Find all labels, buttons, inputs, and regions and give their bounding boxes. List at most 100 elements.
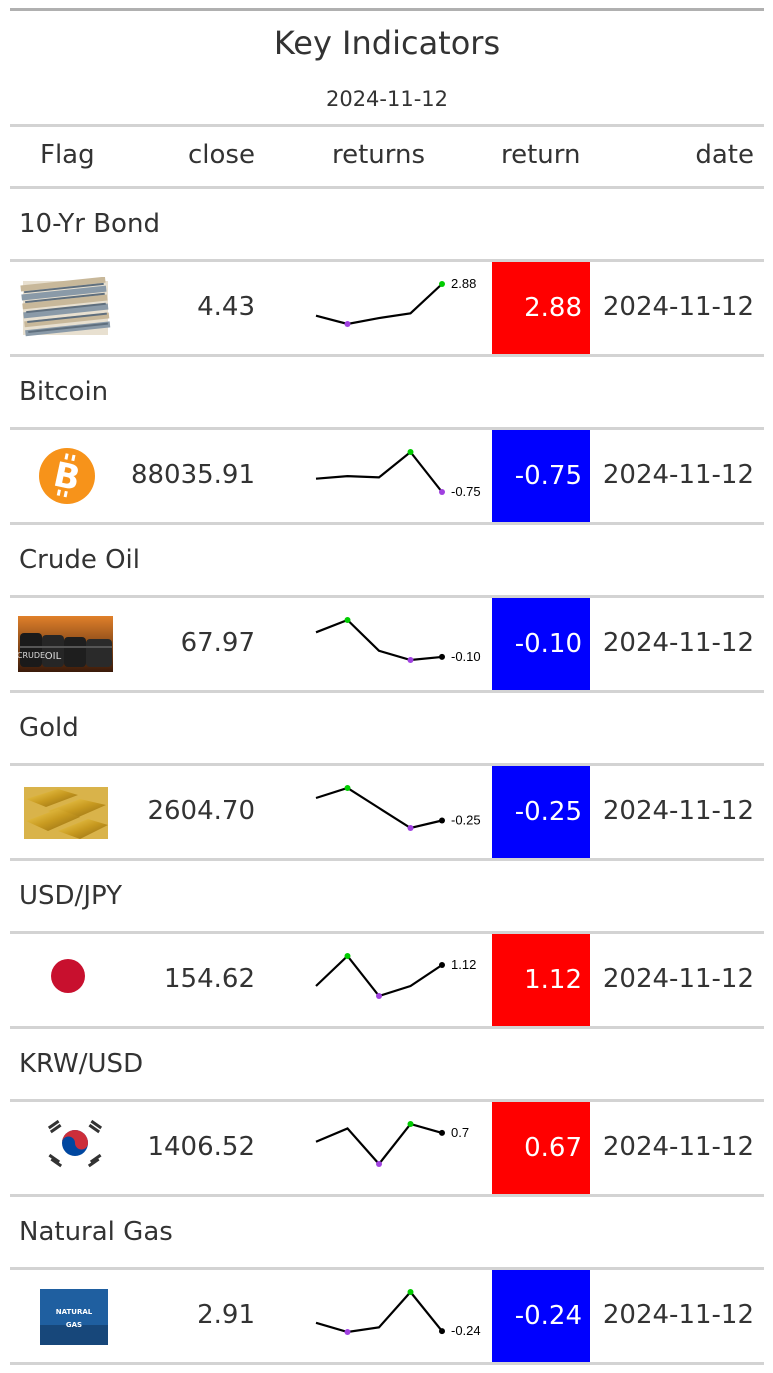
- sparkline-high-point: [344, 785, 351, 791]
- sparkline-low-point: [376, 993, 382, 999]
- date-value: 2024-11-12: [602, 1300, 754, 1330]
- sparkline-high-point: [344, 953, 351, 959]
- sparkline-label: -0.75: [451, 484, 481, 499]
- crude-oil-barrels-image: CRUDE OIL: [17, 613, 116, 675]
- sparkline-path: [315, 618, 443, 662]
- south-korea-flag: [18, 1117, 113, 1179]
- date-value: 2024-11-12: [602, 460, 754, 490]
- returns-sparkline: -0.75: [315, 449, 481, 499]
- sparkline-path: [315, 1122, 443, 1166]
- returns-sparkline: -0.25: [315, 785, 481, 831]
- japan-flag: [18, 949, 113, 1011]
- sparkline-label: -0.24: [451, 1323, 481, 1338]
- returns-sparkline: -0.10: [315, 617, 481, 664]
- table-row: CRUDE OIL 67.97 -0.10 -0.10 2024-11-12: [10, 598, 764, 690]
- sparkline-last-point: [439, 1129, 445, 1136]
- table-row: B 88035.91 -0.75 -0.75 2024-11-12: [10, 430, 764, 522]
- close-value: 1406.52: [147, 1132, 255, 1162]
- svg-text:CRUDE: CRUDE: [18, 651, 45, 660]
- close-value: 154.62: [164, 964, 255, 994]
- group-label: Crude Oil: [19, 545, 140, 575]
- sparkline-high-point: [407, 1289, 414, 1295]
- svg-text:OIL: OIL: [45, 651, 62, 662]
- sparkline-low-point: [376, 1161, 382, 1167]
- return-value: 2.88: [492, 262, 590, 354]
- group-rule: [10, 1099, 764, 1102]
- bond-certificates-image: [18, 276, 113, 339]
- sparkline-path: [315, 786, 443, 830]
- date-value: 2024-11-12: [602, 1132, 754, 1162]
- sparkline-low-point: [344, 321, 351, 327]
- natural-gas-logo-line2: GAS: [66, 1321, 82, 1329]
- sparkline-high-point: [439, 281, 445, 287]
- sparkline-high-point: [407, 1121, 414, 1127]
- close-value: 2.91: [197, 1300, 255, 1330]
- sparkline-label: -0.10: [451, 649, 481, 664]
- sparkline-label: 1.12: [451, 957, 476, 972]
- date-value: 2024-11-12: [602, 964, 754, 994]
- return-value: -0.25: [492, 766, 590, 858]
- sparkline-last-point: [439, 1328, 445, 1335]
- header-bottom-rule: [10, 186, 764, 189]
- row-rule: [10, 858, 764, 861]
- natural-gas-logo-line1: NATURAL: [56, 1308, 93, 1316]
- col-header-flag: Flag: [40, 140, 95, 170]
- table-row: 2604.70 -0.25 -0.25 2024-11-12: [10, 766, 764, 858]
- close-value: 4.43: [197, 292, 255, 322]
- return-value: -0.75: [492, 430, 590, 522]
- returns-sparkline: -0.24: [315, 1289, 481, 1338]
- group-rule: [10, 763, 764, 766]
- sparkline-high-point: [344, 617, 351, 623]
- group-rule: [10, 427, 764, 430]
- return-value: -0.24: [492, 1270, 590, 1362]
- sparkline-low-point: [407, 657, 414, 663]
- top-rule: [10, 8, 764, 11]
- col-header-returns: returns: [332, 140, 426, 170]
- group-label: Natural Gas: [19, 1217, 173, 1247]
- date-value: 2024-11-12: [602, 796, 754, 826]
- return-value: 0.67: [492, 1102, 590, 1194]
- sparkline-path: [315, 1290, 443, 1334]
- bitcoin-logo: B: [18, 445, 113, 507]
- date-value: 2024-11-12: [602, 628, 754, 658]
- close-value: 67.97: [180, 628, 255, 658]
- table-subtitle: 2024-11-12: [325, 87, 449, 111]
- sparkline-label: 0.7: [451, 1125, 469, 1140]
- group-rule: [10, 259, 764, 262]
- group-label: Gold: [19, 713, 79, 743]
- row-rule: [10, 690, 764, 693]
- return-value: -0.10: [492, 598, 590, 690]
- sparkline-label: -0.25: [451, 813, 481, 828]
- group-rule: [10, 1267, 764, 1270]
- sparkline-path: [315, 450, 443, 493]
- returns-sparkline: 2.88: [315, 276, 476, 327]
- group-label: KRW/USD: [19, 1049, 144, 1079]
- col-header-date: date: [695, 140, 754, 170]
- sparkline-low-point: [407, 825, 414, 831]
- sparkline-low-point: [344, 1329, 351, 1335]
- natural-gas-image: NATURAL GAS: [18, 1285, 113, 1347]
- row-rule: [10, 522, 764, 525]
- header-top-rule: [10, 124, 764, 127]
- sparkline-label: 2.88: [451, 276, 476, 291]
- sparkline-high-point: [407, 449, 414, 455]
- row-rule: [10, 1362, 764, 1365]
- col-header-return: return: [501, 140, 581, 170]
- table-row: NATURAL GAS 2.91 -0.24 -0.24 2024-11-12: [10, 1270, 764, 1362]
- sparkline-last-point: [439, 653, 445, 660]
- table-row: 4.43 2.88 2.88 2024-11-12: [10, 262, 764, 354]
- returns-sparkline: 1.12: [315, 953, 476, 999]
- date-value: 2024-11-12: [602, 292, 754, 322]
- row-rule: [10, 1026, 764, 1029]
- returns-sparkline: 0.7: [315, 1121, 469, 1167]
- close-value: 88035.91: [130, 460, 255, 490]
- sparkline-last-point: [439, 962, 445, 968]
- group-label: USD/JPY: [19, 881, 122, 911]
- sparkline-last-point: [439, 817, 445, 824]
- gold-bars-image: [18, 781, 113, 843]
- col-header-close: close: [188, 140, 255, 170]
- row-rule: [10, 354, 764, 357]
- sparkline-path: [315, 954, 443, 998]
- group-rule: [10, 931, 764, 934]
- sparkline-path: [315, 283, 443, 326]
